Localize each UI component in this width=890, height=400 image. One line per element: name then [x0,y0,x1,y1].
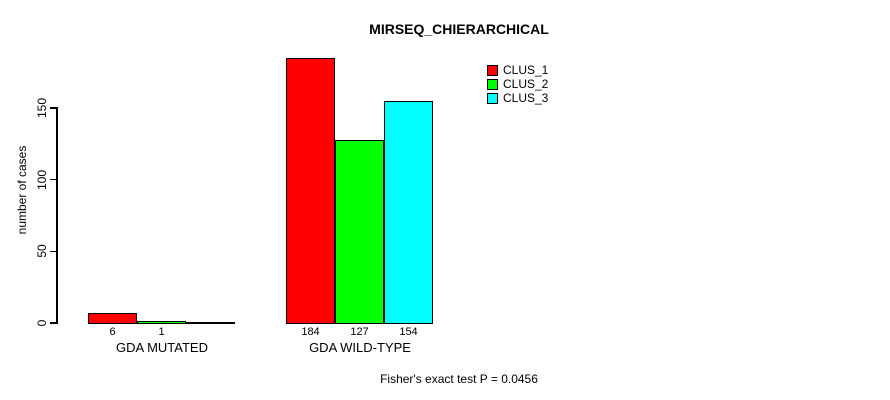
legend-swatch-icon [487,93,498,104]
bar-value-label: 1 [158,326,165,338]
y-axis-tick-label: 50 [35,244,49,259]
y-axis-label: number of cases [15,145,29,235]
legend-item: CLUS_2 [487,77,549,91]
y-axis-line [56,107,58,324]
bar-value-label: 127 [350,326,369,338]
y-axis-tick-label: 100 [35,169,49,190]
y-axis-tick [50,107,57,109]
y-axis-tick-label: 0 [35,319,49,327]
bar-clus_2-mutated [137,321,186,324]
bar-clus_1-wild-type [286,58,335,324]
chart-title: MIRSEQ_CHIERARCHICAL [369,21,549,37]
bar-value-label: 6 [109,326,116,338]
y-axis-tick [50,322,57,324]
legend-swatch-icon [487,79,498,90]
y-axis-tick [50,178,57,181]
annotation-text: Fisher's exact test P = 0.0456 [380,372,538,386]
y-axis-tick [50,250,57,253]
bar-value-label: 184 [301,326,320,338]
legend-item: CLUS_1 [487,63,549,77]
legend: CLUS_1 CLUS_2 CLUS_3 [487,63,549,107]
y-axis-tick-label: 150 [35,97,49,119]
bar-clus_2-wild-type [335,140,384,324]
legend-label: CLUS_3 [503,91,549,105]
bar-value-label: 154 [399,326,418,338]
legend-item: CLUS_3 [487,91,549,105]
legend-label: CLUS_2 [503,77,549,91]
bar-clus_3-mutated [186,322,235,324]
x-category-label-gda-wild-type: GDA WILD-TYPE [309,340,411,355]
bar-clus_3-wild-type [384,101,433,324]
bar-clus_1-mutated [88,313,137,324]
legend-swatch-icon [487,65,498,76]
x-category-label-gda-mutated: GDA MUTATED [116,340,208,355]
legend-label: CLUS_1 [503,63,549,77]
